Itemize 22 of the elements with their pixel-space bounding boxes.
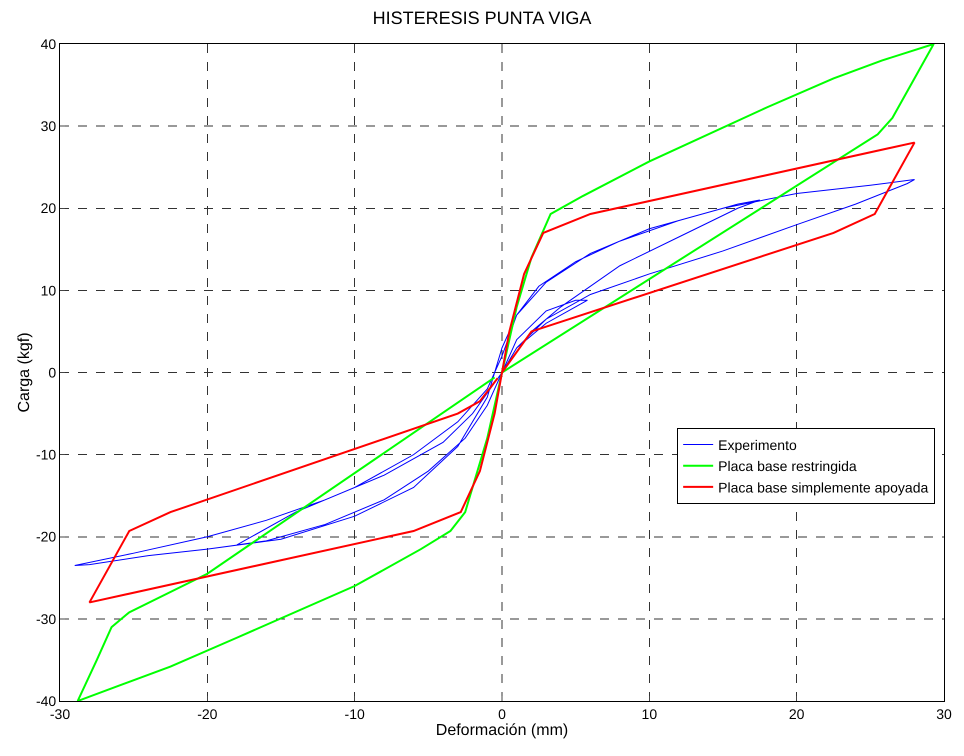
x-tick-label: 20	[788, 706, 805, 722]
chart-title: HISTERESIS PUNTA VIGA	[372, 8, 592, 28]
y-tick-label: -20	[36, 528, 56, 545]
line-series	[76, 44, 935, 701]
y-tick-label: -30	[36, 610, 56, 627]
y-tick-label: 10	[40, 282, 56, 298]
x-axis-title: Deformación (mm)	[436, 722, 568, 739]
y-tick-label: -40	[36, 692, 56, 709]
x-tick-label: 10	[642, 706, 658, 722]
y-axis-title: Carga (kgf)	[16, 332, 33, 413]
x-tick-label: -20	[197, 706, 218, 722]
legend-label: Placa base restringida	[718, 458, 857, 474]
legend-label: Experimento	[718, 436, 797, 453]
y-tick-label: 20	[40, 200, 56, 216]
x-tick-label: 0	[498, 706, 506, 722]
x-tick-label: 30	[936, 706, 952, 722]
y-tick-label: 40	[40, 36, 56, 52]
y-tick-label: -10	[36, 446, 56, 463]
y-tick-label: 0	[48, 364, 56, 380]
x-tick-label: -10	[344, 706, 365, 722]
legend-label: Placa base simplemente apoyada	[718, 479, 929, 496]
y-tick-label: 30	[40, 118, 56, 134]
